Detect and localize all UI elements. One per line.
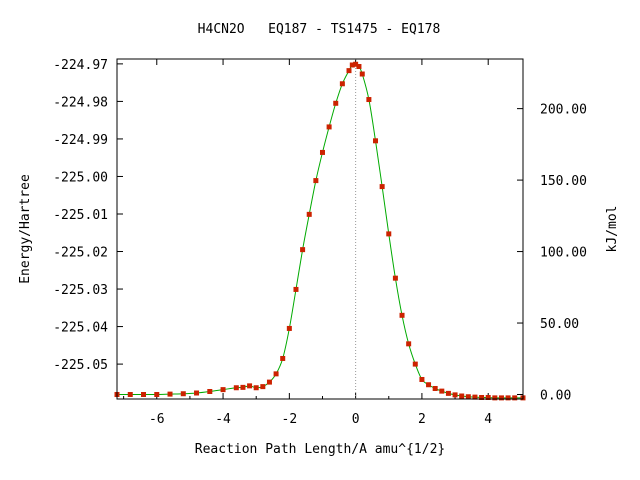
data-point xyxy=(194,390,200,396)
y2-tick-label: 200.00 xyxy=(540,103,587,118)
data-point xyxy=(366,97,372,103)
data-point xyxy=(280,355,286,361)
axis-ticks: -6 -4 -2 0 2 4 -224.97 -224.98 -224.99 -225.00 -22… xyxy=(53,58,587,427)
y-tick-label: -224.98 xyxy=(53,95,108,110)
data-point xyxy=(180,391,186,397)
y-tick-label: -224.97 xyxy=(53,58,108,73)
data-point xyxy=(349,62,355,68)
data-point xyxy=(406,341,412,347)
data-point xyxy=(379,184,385,190)
y-tick-label: -225.02 xyxy=(53,246,108,261)
x-tick-label: -6 xyxy=(149,412,165,427)
data-point xyxy=(452,392,458,398)
data-point xyxy=(399,312,405,318)
data-point xyxy=(512,395,518,401)
data-point xyxy=(319,149,325,155)
data-point xyxy=(356,64,362,70)
y-tick-label: -225.03 xyxy=(53,283,108,298)
data-point xyxy=(326,124,332,130)
data-point xyxy=(339,81,345,87)
x-tick-label: 4 xyxy=(484,412,492,427)
data-point xyxy=(260,384,266,390)
data-point xyxy=(492,395,498,401)
data-point xyxy=(472,394,478,400)
y2-axis-label: kJ/mol xyxy=(605,206,620,253)
data-point xyxy=(346,68,352,74)
plot-frame xyxy=(116,58,524,400)
data-point xyxy=(333,100,339,106)
data-point xyxy=(247,383,253,389)
data-point xyxy=(266,379,272,385)
data-point xyxy=(359,71,365,77)
chart-title: H4CN2O EQ187 - TS1475 - EQ178 xyxy=(198,22,441,37)
data-point xyxy=(386,231,392,237)
data-point xyxy=(313,178,319,184)
data-point xyxy=(432,385,438,391)
y-axis-label: Energy/Hartree xyxy=(18,174,33,284)
data-point xyxy=(459,393,465,399)
data-point xyxy=(306,211,312,217)
plot-area xyxy=(114,59,526,401)
data-point xyxy=(485,394,491,400)
y2-tick-label: 150.00 xyxy=(540,174,587,189)
data-point xyxy=(412,361,418,367)
data-point xyxy=(141,391,147,397)
data-point xyxy=(207,388,213,394)
y-tick-label: -224.99 xyxy=(53,133,108,148)
x-axis-label: Reaction Path Length/A amu^{1/2} xyxy=(195,442,445,457)
data-point xyxy=(353,61,359,67)
y2-tick-label: 50.00 xyxy=(540,317,579,332)
data-point xyxy=(273,371,279,377)
data-point xyxy=(505,395,511,401)
data-point xyxy=(373,138,379,144)
data-point xyxy=(127,391,133,397)
x-tick-label: -2 xyxy=(282,412,298,427)
data-point xyxy=(419,376,425,382)
data-point xyxy=(392,275,398,281)
y-tick-label: -225.01 xyxy=(53,208,108,223)
data-point xyxy=(293,286,299,292)
data-point xyxy=(167,391,173,397)
y2-tick-label: 0.00 xyxy=(540,388,571,403)
data-point xyxy=(439,388,445,394)
data-point xyxy=(240,384,246,390)
data-point xyxy=(479,394,485,400)
data-point xyxy=(154,391,160,397)
energy-curve xyxy=(117,63,523,399)
data-point xyxy=(253,385,259,391)
y-tick-label: -225.00 xyxy=(53,170,108,185)
y2-tick-label: 100.00 xyxy=(540,246,587,261)
data-point xyxy=(498,395,504,401)
x-tick-label: -4 xyxy=(215,412,231,427)
data-point xyxy=(445,390,451,396)
data-point xyxy=(465,394,471,400)
x-tick-label: 2 xyxy=(418,412,426,427)
data-point xyxy=(286,325,292,331)
y-tick-label: -225.05 xyxy=(53,358,108,373)
data-point xyxy=(300,247,306,253)
y-tick-label: -225.04 xyxy=(53,321,108,336)
x-tick-label: 0 xyxy=(352,412,360,427)
data-point xyxy=(233,385,239,391)
data-point xyxy=(426,382,432,388)
data-point xyxy=(220,387,226,393)
